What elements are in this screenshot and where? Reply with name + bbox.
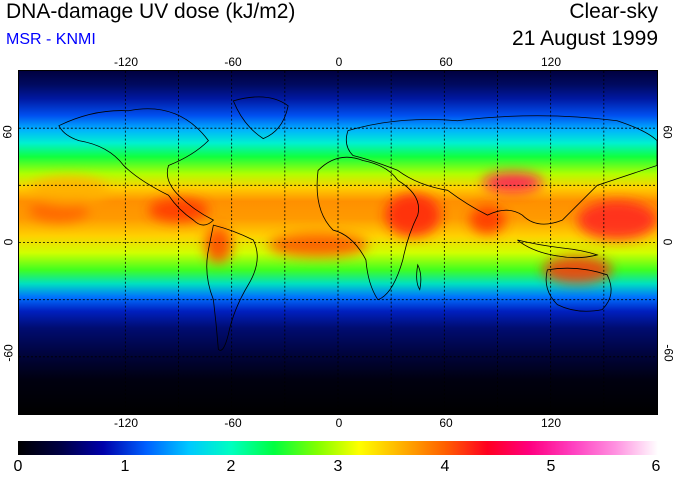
source-label: MSR - KNMI	[6, 31, 96, 48]
lon-tick-bottom: -60	[224, 416, 242, 430]
lon-tick-top: -120	[113, 55, 139, 69]
uv-dose-world-map	[18, 70, 658, 415]
colorbar-label: 6	[651, 458, 661, 475]
lon-tick-bottom: 60	[439, 416, 453, 430]
lat-tick-right: -60	[661, 344, 676, 362]
colorbar-label: 3	[333, 458, 343, 475]
color-scale-bar	[18, 441, 658, 455]
colorbar-label: 1	[120, 458, 130, 475]
map-title: DNA-damage UV dose (kJ/m2)	[6, 0, 296, 23]
lon-tick-top: -60	[224, 55, 242, 69]
lat-tick-left: -60	[1, 344, 16, 362]
colorbar-label: 0	[13, 458, 23, 475]
lon-tick-bottom: 120	[540, 416, 562, 430]
lat-tick-right: 60	[660, 125, 675, 139]
date-label: 21 August 1999	[512, 27, 658, 50]
lon-tick-bottom: 0	[335, 416, 343, 430]
colorbar-label: 5	[546, 458, 556, 475]
lon-tick-top: 0	[335, 55, 343, 69]
sky-condition-label: Clear-sky	[569, 0, 658, 23]
colorbar-label: 4	[440, 458, 450, 475]
lat-tick-left: 60	[0, 125, 15, 139]
lon-tick-top: 60	[439, 55, 453, 69]
lat-tick-left: 0	[1, 238, 16, 246]
lon-tick-bottom: -120	[113, 416, 139, 430]
colorbar-label: 2	[226, 458, 236, 475]
lat-tick-right: 0	[660, 238, 675, 246]
lon-tick-top: 120	[540, 55, 562, 69]
